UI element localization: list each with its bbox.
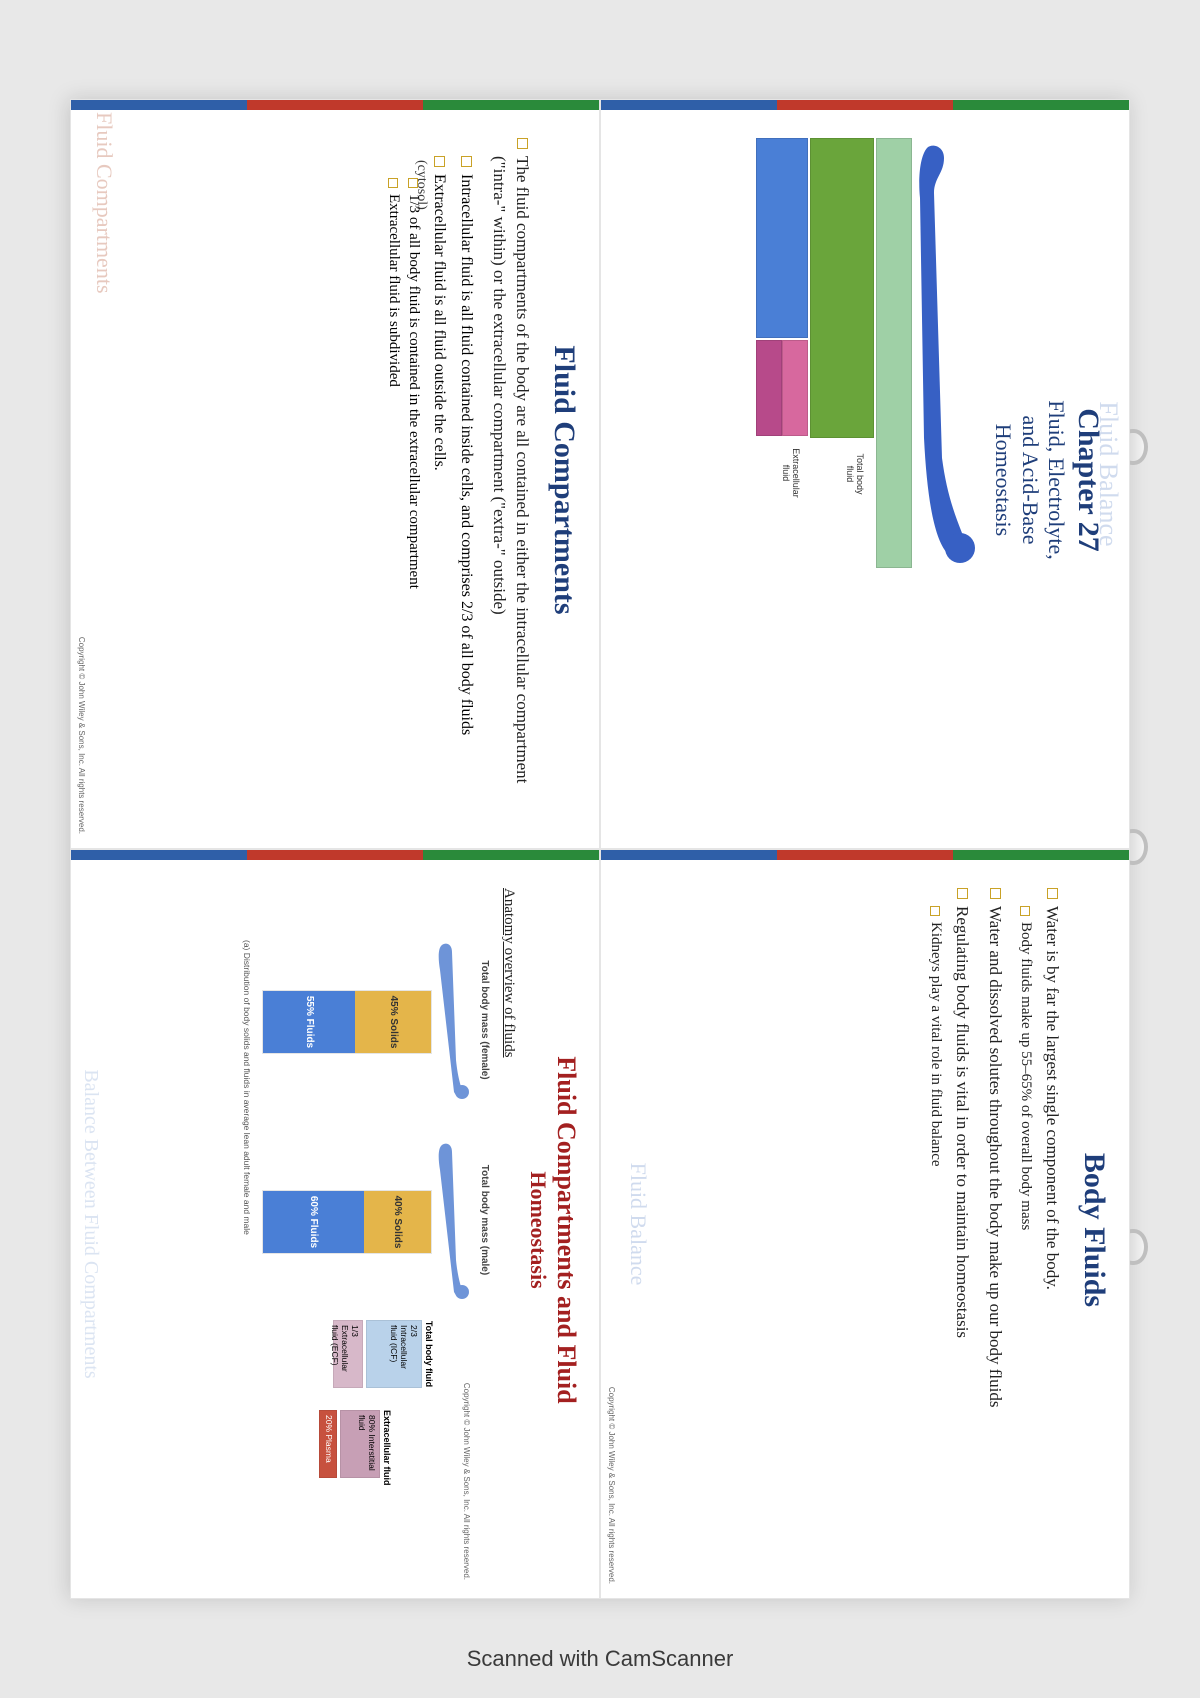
bullet-text: Regulating body fluids is vital in order…	[953, 906, 972, 1338]
bar-male: 40% Solids 60% Fluids	[262, 1190, 432, 1254]
legend-total-body-fluid: Total body fluid 2/3 Intracellular fluid…	[330, 1320, 434, 1388]
slide-title-line2: Homeostasis	[525, 888, 551, 1572]
col-title-male: Total body mass (male)	[479, 1150, 490, 1290]
ghost-next-title: Balance Between Fluid Compartments	[79, 850, 102, 1598]
label-total-body-fluid: Total body fluid	[844, 444, 864, 504]
accent-bar	[71, 100, 599, 110]
bullet-item: The fluid compartments of the body are a…	[487, 138, 533, 822]
ghost-next-title: Fluid Compartments	[91, 112, 117, 848]
sub-sub-bullet: Extracellular fluid is subdivided	[383, 178, 403, 822]
bullet-item: Water and dissolved solutes throughout t…	[983, 888, 1006, 1572]
accent-bar	[601, 850, 1129, 860]
bullet-text: Extracellular fluid is all fluid outside…	[431, 174, 448, 471]
copyright-text: Copyright © John Wiley & Sons, Inc. All …	[462, 1383, 471, 1580]
sub-bullet: Extracellular fluid is all fluid outside…	[383, 156, 449, 822]
chart-caption: (a) Distribution of body solids and flui…	[242, 940, 252, 1500]
seg-male-solids: 40% Solids	[364, 1191, 431, 1253]
fluid-compartment-diagram: Total body fluid Extracellular fluid	[752, 138, 982, 568]
seg-female-solids: 45% Solids	[355, 991, 431, 1053]
bar-solids	[876, 138, 912, 568]
slide-body-fluids: Body Fluids Water is by far the largest …	[600, 849, 1130, 1599]
chapter-subtitle-2: and Acid-Base	[1016, 138, 1042, 822]
bullet-text: Intracellular fluid is all fluid contain…	[458, 174, 475, 735]
slide-fluid-homeostasis: Fluid Compartments and Fluid Homeostasis…	[70, 849, 600, 1599]
sub-sub-bullet: 1/3 of all body fluid is contained in th…	[404, 178, 424, 822]
male-silhouette-icon	[436, 1140, 472, 1300]
slide-title: Fluid Compartments	[547, 138, 581, 822]
sub-bullet: Kidneys play a vital role in fluid balan…	[926, 906, 946, 1572]
slide-title-line1: Fluid Compartments and Fluid	[551, 888, 581, 1572]
legend-extracellular: Extracellular fluid 80% Interstitial flu…	[316, 1410, 392, 1486]
legend-icf: 2/3 Intracellular fluid (ICF)	[366, 1320, 422, 1388]
seg-male-fluids: 60% Fluids	[263, 1191, 364, 1253]
bar-female: 45% Solids 55% Fluids	[262, 990, 432, 1054]
legend-interstitial: 80% Interstitial fluid	[340, 1410, 380, 1478]
body-mass-chart: Total body mass (female) Total body mass…	[230, 920, 490, 1540]
legend-header: Total body fluid	[424, 1320, 434, 1388]
female-silhouette-icon	[436, 940, 472, 1100]
bullet-list: The fluid compartments of the body are a…	[487, 138, 533, 822]
legend-header-ecf: Extracellular fluid	[382, 1410, 392, 1486]
sub-bullet: Intracellular fluid is all fluid contain…	[456, 156, 478, 822]
copyright-text: Copyright © John Wiley & Sons, Inc. All …	[77, 637, 86, 834]
scanner-watermark: Scanned with CamScanner	[0, 1646, 1200, 1672]
bar-intracellular-fluid	[756, 138, 808, 338]
bullet-text: Water is by far the largest single compo…	[1043, 906, 1062, 1290]
ghost-title: Fluid Balance	[625, 850, 651, 1598]
copyright-text: Copyright © John Wiley & Sons, Inc. All …	[607, 1387, 616, 1584]
bullet-list: Water is by far the largest single compo…	[926, 888, 1063, 1572]
legend-plasma: 20% Plasma	[319, 1410, 337, 1478]
slide-title: Body Fluids	[1077, 888, 1111, 1572]
label-extracellular-fluid: Extracellular fluid	[780, 440, 800, 506]
accent-bar	[71, 850, 599, 860]
bullet-item: Regulating body fluids is vital in order…	[926, 888, 973, 1572]
chapter-subtitle-1: Fluid, Electrolyte,	[1043, 138, 1069, 822]
col-title-female: Total body mass (female)	[479, 950, 490, 1090]
slide-chapter-title: Fluid Balance Chapter 27 Fluid, Electrol…	[600, 99, 1130, 849]
sub-bullet: Body fluids make up 55–65% of overall bo…	[1016, 906, 1036, 1572]
sub-list: Intracellular fluid is all fluid contain…	[383, 156, 477, 822]
bar-extracellular-fluid-bottom	[756, 340, 782, 436]
bar-total-body-fluid	[810, 138, 874, 438]
chapter-subtitle-3: Homeostasis	[990, 138, 1016, 822]
body-silhouette-icon	[912, 138, 982, 568]
accent-bar	[601, 100, 1129, 110]
bar-extracellular-fluid-top	[782, 340, 808, 436]
chapter-number: Chapter 27	[1071, 138, 1105, 822]
section-heading: Anatomy overview of fluids	[500, 888, 517, 1572]
legend-ecf: 1/3 Extracellular fluid (ECF)	[333, 1320, 363, 1388]
scanned-sheet: Fluid Balance Chapter 27 Fluid, Electrol…	[70, 99, 1130, 1599]
slide-fluid-compartments: Fluid Compartments The fluid compartment…	[70, 99, 600, 849]
bullet-item: Water is by far the largest single compo…	[1016, 888, 1063, 1572]
seg-female-fluids: 55% Fluids	[263, 991, 355, 1053]
